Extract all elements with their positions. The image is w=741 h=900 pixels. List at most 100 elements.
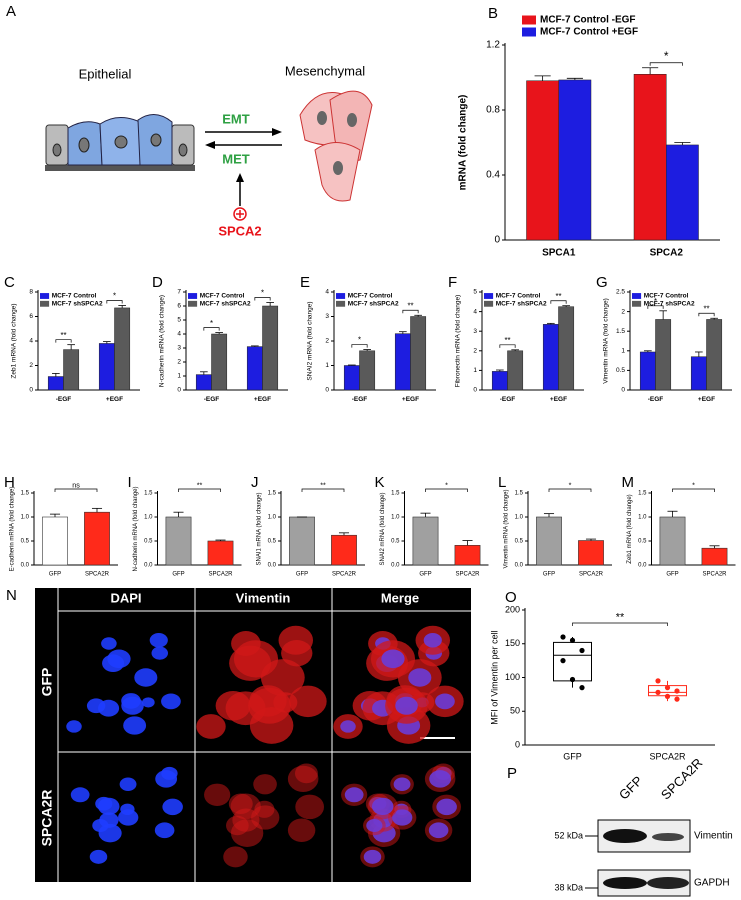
y-tick-label: 1.5 <box>515 491 524 497</box>
panel-letter: I <box>128 474 132 491</box>
nucleus-signal <box>154 822 175 839</box>
panel-letter: J <box>251 474 259 491</box>
panel-letter: M <box>622 474 635 491</box>
point <box>560 658 566 664</box>
nucleus-signal <box>142 697 155 708</box>
x-tick-label: SPCA1 <box>542 248 576 259</box>
band <box>647 877 689 889</box>
significance-bracket <box>672 488 715 492</box>
nucleus-signal <box>119 777 137 791</box>
nucleus-signal <box>340 720 356 733</box>
panel-letter: H <box>4 474 15 491</box>
nucleus-signal <box>101 637 117 650</box>
bar <box>639 351 656 391</box>
nucleus-signal <box>155 770 178 788</box>
x-tick-label: -EGF <box>352 396 368 403</box>
point <box>655 689 661 695</box>
significance-bracket <box>425 488 468 492</box>
significance-bracket <box>54 488 98 492</box>
nucleus-signal <box>344 787 364 803</box>
vimentin-signal <box>223 846 248 868</box>
y-axis-label: Vimentin mRNA (fold change) <box>603 298 610 384</box>
bar <box>633 74 667 241</box>
y-tick-label: 0 <box>325 387 329 394</box>
y-tick-label: 4 <box>29 338 33 345</box>
y-tick-label: 0.5 <box>144 539 153 545</box>
bar <box>195 374 212 391</box>
bar <box>491 371 508 391</box>
x-tick-label: +EGF <box>698 396 715 403</box>
bar <box>412 516 439 566</box>
vimentin-signal <box>226 815 249 836</box>
significance-label: ** <box>197 480 203 489</box>
significance-label: * <box>261 289 264 298</box>
microscopy-panel: N DAPI Vimentin Merge GFP SPCA2R <box>6 587 471 882</box>
nucleus-signal <box>363 849 382 864</box>
met-label: MET <box>222 151 250 166</box>
nucleus <box>178 143 188 157</box>
vimentin-signal <box>278 625 314 655</box>
vimentin-signal <box>295 794 325 820</box>
panel-letter: L <box>498 474 506 491</box>
y-axis-label: SNAI2 mRNA (fold change) <box>307 301 314 380</box>
x-tick-label: SPCA2R <box>702 572 727 578</box>
western-blot: P GFP SPCA2R 52 kDa 38 kDa Vimentin GAPD… <box>507 755 733 897</box>
nucleus-signal <box>423 633 442 648</box>
nucleus <box>114 135 128 149</box>
legend-label: MCF-7 Control -EGF <box>540 15 636 26</box>
band <box>652 833 684 841</box>
nucleus-signal <box>123 716 147 735</box>
band-label: GAPDH <box>694 878 730 889</box>
y-axis-label: N-cadherin mRNA (fold change) <box>133 486 139 571</box>
nucleus <box>347 113 357 127</box>
nucleus-signal <box>371 797 394 815</box>
bar <box>98 343 115 391</box>
y-tick-label: 2 <box>325 338 329 345</box>
significance-label: * <box>445 480 448 489</box>
legend-swatch <box>632 293 642 299</box>
y-tick-label: 2 <box>177 359 181 366</box>
panel-letter: P <box>507 765 517 782</box>
point <box>664 693 671 700</box>
y-axis-label: N-cadherin mRNA (fold change) <box>159 295 166 387</box>
panel-letter: F <box>448 274 457 291</box>
x-tick-label: SPCA2R <box>332 572 357 578</box>
y-tick-label: 1.5 <box>616 328 625 335</box>
y-axis-label: MFI of Vimentin per cell <box>489 630 499 724</box>
y-tick-label: 50 <box>510 706 520 716</box>
y-axis-label: E-cadherin mRNA (fold change) <box>10 487 16 572</box>
significance-label: * <box>692 480 695 489</box>
row-header: GFP <box>39 668 55 697</box>
nucleus-signal <box>149 633 168 648</box>
bar <box>536 516 562 566</box>
x-tick-label: -EGF <box>204 396 220 403</box>
y-tick-label: 1.0 <box>21 515 30 521</box>
bar <box>165 516 192 566</box>
nucleus-signal <box>392 809 413 826</box>
y-axis-label: SNAI1 mRNA (fold change) <box>257 492 263 565</box>
nucleus-signal <box>395 696 418 715</box>
significance-bracket <box>647 305 664 309</box>
significance-label: ns <box>72 480 80 489</box>
nucleus <box>333 161 343 175</box>
nucleus-signal <box>97 797 120 815</box>
bar <box>410 316 427 391</box>
y-axis-label: SNAI2 mRNA (fold change) <box>380 492 386 565</box>
y-tick-label: 4 <box>325 289 329 296</box>
bar <box>578 540 604 566</box>
y-tick-label: 2 <box>473 348 477 355</box>
marker-label: 38 kDa <box>554 882 583 892</box>
y-axis-label: Zeb1 mRNA (fold change) <box>11 303 18 378</box>
legend-label: MCF-7 Control <box>348 293 393 300</box>
nucleus-signal <box>428 822 449 839</box>
x-tick-label: SPCA2 <box>650 248 684 259</box>
panel-letter: G <box>596 274 608 291</box>
bar <box>690 356 707 391</box>
y-tick-label: 2 <box>621 308 625 315</box>
vimentin-signal <box>289 685 327 718</box>
point <box>569 637 576 643</box>
y-tick-label: 2.5 <box>616 289 625 296</box>
panel-letter: C <box>4 274 15 291</box>
legend-swatch <box>632 300 642 307</box>
